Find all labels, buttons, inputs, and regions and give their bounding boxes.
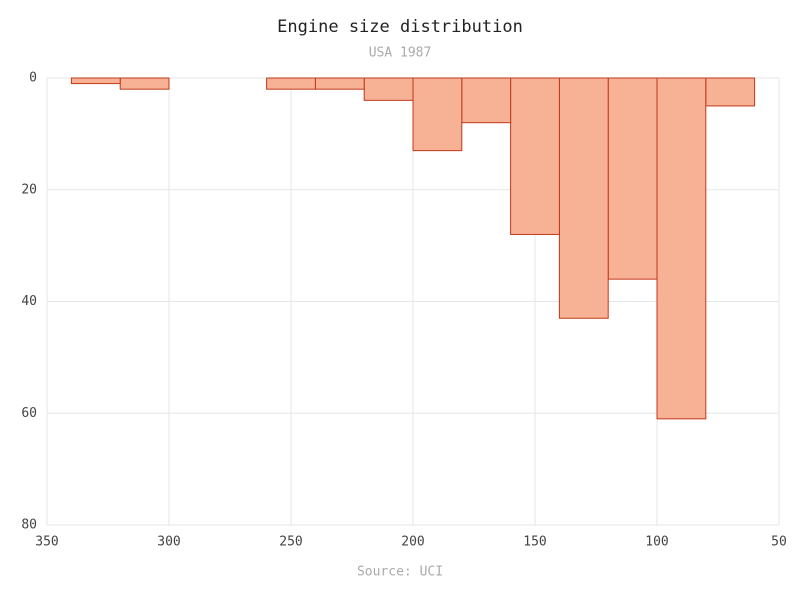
x-tick-label: 300 (157, 535, 180, 550)
x-tick-label: 350 (35, 535, 58, 550)
x-tick-label: 100 (645, 535, 668, 550)
chart-subtitle: USA 1987 (369, 46, 432, 61)
x-tick-label: 200 (401, 535, 424, 550)
x-tick-label: 50 (771, 535, 787, 550)
bar (607, 77, 658, 280)
bar (314, 77, 365, 90)
bar (70, 77, 121, 85)
y-tick-label: 0 (29, 71, 37, 86)
y-tick-label: 20 (21, 182, 37, 197)
bar (656, 77, 707, 420)
bar (461, 77, 512, 124)
bar (705, 77, 756, 107)
bar (412, 77, 463, 152)
bar (558, 77, 609, 319)
chart-caption: Source: UCI (357, 565, 443, 580)
y-tick-label: 60 (21, 406, 37, 421)
bar (363, 77, 414, 101)
y-tick-label: 80 (21, 518, 37, 533)
x-tick-label: 250 (279, 535, 302, 550)
bar (119, 77, 170, 90)
bar (266, 77, 316, 90)
x-tick-label: 150 (523, 535, 546, 550)
bar (510, 77, 560, 235)
chart-title: Engine size distribution (277, 17, 523, 37)
y-tick-label: 40 (21, 294, 37, 309)
